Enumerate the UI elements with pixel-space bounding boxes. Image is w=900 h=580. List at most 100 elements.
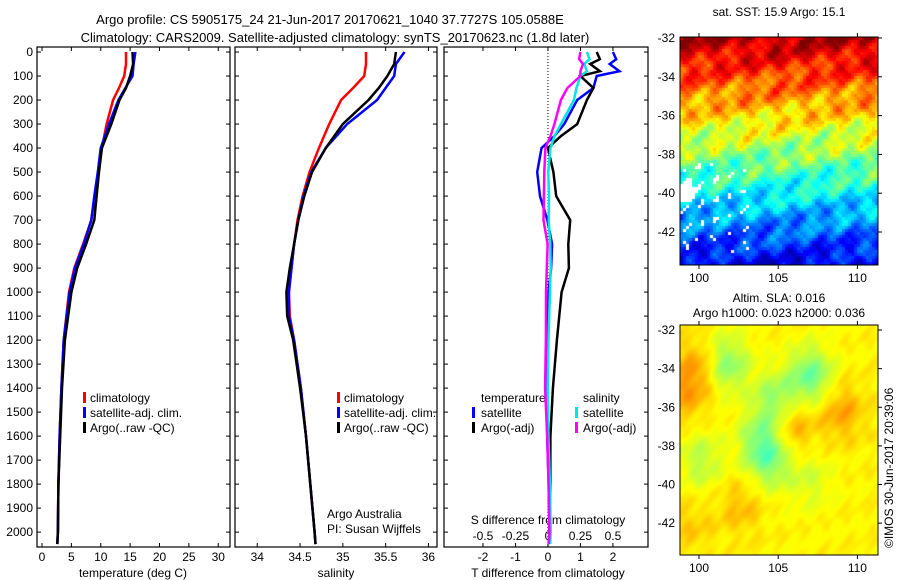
temperature-series-satellite-adj-clim- xyxy=(56,51,137,545)
x-tick-label: 34.5 xyxy=(288,550,312,564)
difference-series-s-argo-adj- xyxy=(542,51,585,545)
salinity-axes-box xyxy=(234,46,438,548)
lon-tick-label: 110 xyxy=(848,561,867,575)
y-tick-label: 500 xyxy=(13,165,33,179)
x-tick-label: 2 xyxy=(610,550,617,564)
lat-tick-label: -40 xyxy=(658,478,676,492)
s-diff-tick-label: -0.25 xyxy=(502,529,530,543)
legend-label: climatology xyxy=(90,391,150,405)
legend-marker-satellite xyxy=(337,407,340,418)
y-tick-label: 800 xyxy=(13,237,33,251)
temperature-series-argo-raw-qc- xyxy=(56,51,135,545)
t-diff-xlabel: T difference from climatology xyxy=(471,566,625,580)
legend-label: Argo(..raw -QC) xyxy=(344,421,429,435)
y-tick-label: 700 xyxy=(13,213,33,227)
sla-map xyxy=(680,325,878,555)
lat-tick-label: -32 xyxy=(658,323,676,337)
lon-tick-label: 105 xyxy=(768,561,788,575)
x-tick-label: -2 xyxy=(478,550,489,564)
salinity-series-satellite-adj-clim- xyxy=(287,51,406,545)
legend-label: satellite-adj. clim. xyxy=(90,406,182,420)
legend-header-temperature: temperature xyxy=(481,391,546,405)
legend-marker-t-satellite xyxy=(472,407,475,418)
timestamp: ©IMOS 30-Jun-2017 20:39:06 xyxy=(882,387,896,548)
legend-marker-argo xyxy=(83,422,86,433)
x-tick-label: 20 xyxy=(153,550,167,564)
lon-tick-label: 110 xyxy=(848,271,867,285)
legend-label: Argo(-adj) xyxy=(481,421,534,435)
y-tick-label: 1700 xyxy=(6,453,33,467)
legend-label: climatology xyxy=(344,391,404,405)
y-tick-label: 1900 xyxy=(6,501,33,515)
salinity-xlabel: salinity xyxy=(318,566,355,580)
difference-axes-box xyxy=(443,46,649,548)
credit-line-2: PI: Susan Wijffels xyxy=(327,522,421,536)
sla-map-subtitle: Argo h1000: 0.023 h2000: 0.036 xyxy=(693,306,865,320)
legend-label: Argo(-adj) xyxy=(583,421,636,435)
x-tick-label: 36 xyxy=(422,550,436,564)
legend-marker-climatology xyxy=(83,392,86,403)
temperature-axes-box xyxy=(36,46,231,548)
y-tick-label: 200 xyxy=(13,93,33,107)
y-tick-label: 400 xyxy=(13,141,33,155)
lon-tick-label: 105 xyxy=(768,271,788,285)
sla-map-title: Altim. SLA: 0.016 xyxy=(733,291,826,305)
legend-marker-t-argo xyxy=(472,422,475,433)
y-tick-label: 1600 xyxy=(6,429,33,443)
legend-marker-argo xyxy=(337,422,340,433)
temperature-series-climatology xyxy=(56,52,128,545)
x-tick-label: 30 xyxy=(212,550,226,564)
s-diff-tick-label: 0.25 xyxy=(569,529,593,543)
legend-label: Argo(..raw -QC) xyxy=(90,421,175,435)
legend-label: satellite-adj. clim. xyxy=(344,406,436,420)
title-line-1: Argo profile: CS 5905175_24 21-Jun-2017 … xyxy=(96,12,564,27)
x-tick-label: 5 xyxy=(68,550,75,564)
legend-marker-climatology xyxy=(337,392,340,403)
x-tick-label: 0 xyxy=(39,550,46,564)
temperature-xlabel: temperature (deg C) xyxy=(79,566,187,580)
sst-map-title: sat. SST: 15.9 Argo: 15.1 xyxy=(713,5,846,19)
y-tick-label: 1300 xyxy=(6,357,33,371)
x-tick-label: 0 xyxy=(545,550,552,564)
y-tick-label: 100 xyxy=(13,69,33,83)
legend-marker-satellite xyxy=(83,407,86,418)
lat-tick-label: -34 xyxy=(658,362,676,376)
legend-marker-s-argo xyxy=(575,422,578,433)
legend-label: satellite xyxy=(481,406,522,420)
lat-tick-label: -32 xyxy=(658,31,676,45)
y-tick-label: 900 xyxy=(13,261,33,275)
x-tick-label: -1 xyxy=(510,550,521,564)
lon-tick-label: 100 xyxy=(689,271,709,285)
x-tick-label: 35 xyxy=(336,550,350,564)
lat-tick-label: -36 xyxy=(658,109,676,123)
y-tick-label: 1200 xyxy=(6,333,33,347)
credit-line-1: Argo Australia xyxy=(327,507,402,521)
x-tick-label: 25 xyxy=(182,550,196,564)
x-tick-label: 1 xyxy=(577,550,584,564)
lat-tick-label: -34 xyxy=(658,70,676,84)
legend-label: satellite xyxy=(583,406,624,420)
x-tick-label: 35.5 xyxy=(374,550,398,564)
y-tick-label: 1800 xyxy=(6,477,33,491)
y-tick-label: 2000 xyxy=(6,525,33,539)
difference-series-s-satellite xyxy=(546,51,591,545)
x-tick-label: 10 xyxy=(94,550,108,564)
salinity-series-argo-raw-qc- xyxy=(285,51,398,545)
x-tick-label: 34 xyxy=(251,550,265,564)
title-line-2: Climatology: CARS2009. Satellite-adjuste… xyxy=(81,30,590,45)
sla-map-frame xyxy=(679,324,879,556)
sst-map-frame xyxy=(679,36,879,266)
lat-tick-label: -38 xyxy=(658,147,676,161)
difference-series-t-argo-adj- xyxy=(546,51,603,545)
sst-map xyxy=(680,37,878,265)
y-tick-label: 1100 xyxy=(7,309,33,323)
lon-tick-label: 100 xyxy=(689,561,709,575)
legend-header-salinity: salinity xyxy=(583,391,620,405)
lat-tick-label: -36 xyxy=(658,400,676,414)
lat-tick-label: -42 xyxy=(658,225,676,239)
lat-tick-label: -38 xyxy=(658,439,676,453)
y-tick-label: 1500 xyxy=(6,405,33,419)
y-tick-label: 0 xyxy=(26,45,33,59)
